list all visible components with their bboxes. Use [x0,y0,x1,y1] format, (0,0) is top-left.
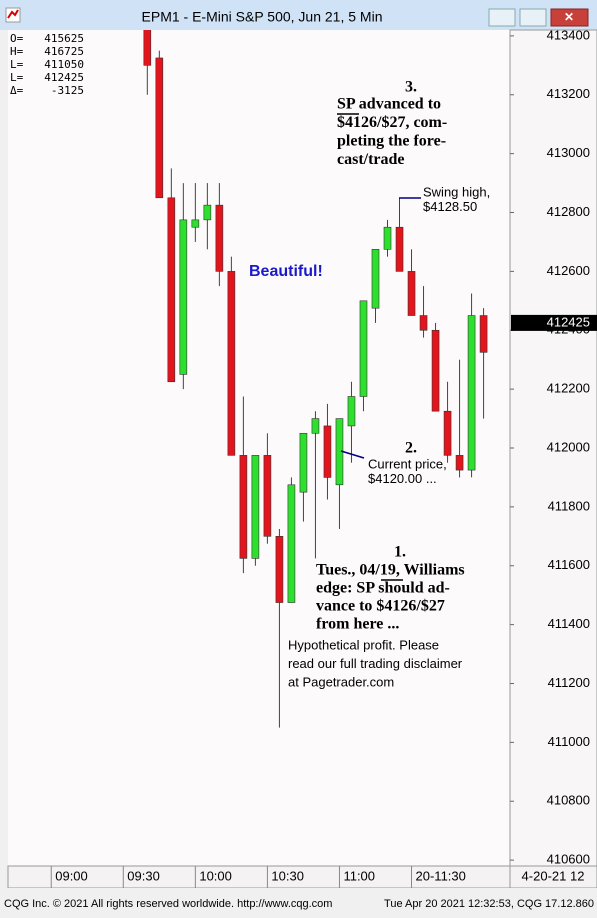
header-value: 415625 [44,32,84,45]
pointer-line [340,450,365,459]
beautiful-text: Beautiful! [249,263,323,280]
header-value: 411050 [44,58,84,71]
candle-body [239,455,248,559]
y-tick-label: 411200 [548,675,590,690]
swing-text: $4128.50 [423,199,477,214]
y-tick-label: 411000 [548,734,590,749]
header-value: -3125 [51,84,84,97]
candle-body [251,455,260,559]
candle-body [287,484,296,603]
close-button[interactable] [550,8,589,27]
maximize-button[interactable] [519,8,547,27]
status-bar [0,888,597,913]
note-text: edge: SP should ad- [316,580,450,597]
y-tick-label: 411400 [548,616,590,631]
candle-body [383,226,392,250]
header-label: Δ= [10,84,24,97]
candle-body [203,204,212,221]
candle-body [479,315,488,353]
candle-body [395,226,404,272]
note-number: 1. [394,544,406,561]
candle-body [323,425,332,478]
y-tick-label: 411600 [548,557,590,572]
x-tick-label: 10:30 [271,868,304,883]
note-number: 3. [405,79,417,96]
candle-body [215,204,224,272]
last-price-label: 412425 [547,314,590,329]
note-text: Tues., 04/19, Williams [316,562,465,579]
x-tick-label: 09:00 [55,868,88,883]
close-glyph: ✕ [564,10,574,24]
candle-body [359,300,368,397]
footer-right: Tue Apr 20 2021 12:32:53, CQG 17.12.860 [384,898,594,910]
header-label: O= [10,32,24,45]
y-tick-label: 410800 [547,793,590,808]
candle-body [443,410,452,456]
candle-body [431,329,440,412]
plot-area [8,30,510,866]
candle-body [299,432,308,493]
header-label: L= [10,58,24,71]
note-number: 2. [405,440,417,457]
y-tick-label: 412800 [547,204,590,219]
header-value: 412425 [44,71,84,84]
y-tick-label: 410600 [547,852,590,867]
disclaimer-text: Hypothetical profit. Please [288,637,439,652]
note-text: $4126/$27, com- [337,114,447,131]
note-text: vance to $4126/$27 [316,598,445,615]
disclaimer-text: read our full trading disclaimer [288,656,463,671]
date-label: 4-20-21 12 [522,868,585,883]
candles [143,30,488,728]
candle-body [407,271,416,316]
y-tick-label: 411800 [548,498,590,513]
last-price-tag [511,314,597,331]
candle-body [143,30,152,66]
y-tick-label: 412200 [547,381,590,396]
header-label: H= [10,45,24,58]
y-tick-label: 412000 [547,439,590,454]
x-tick-label: 11:00 [343,868,375,883]
candle-body [179,219,188,375]
y-tick-label: 413400 [547,27,590,42]
note-text: cast/trade [337,151,405,168]
candle-body [275,536,284,603]
candle-body [467,315,476,471]
minimize-button[interactable] [488,8,516,27]
candle-body [371,249,380,309]
candle-body [191,219,200,228]
window-title: EPM1 - E-Mini S&P 500, Jun 21, 5 Min [142,9,383,25]
x-tick-label: 20-11:30 [416,868,466,883]
y-tick-label: 413200 [547,86,590,101]
disclaimer-text: at Pagetrader.com [288,674,394,689]
candle-body [167,197,176,383]
x-tick-label: 09:30 [127,868,160,883]
candle-body [455,455,464,471]
header-value: 416725 [44,45,84,58]
y-tick-label: 412600 [547,263,590,278]
current-price-text: Current price, [368,456,447,471]
note-text: from here ... [316,616,399,633]
candle-body [419,315,428,331]
candle-body [263,455,272,537]
app-icon-glyph [7,9,19,19]
candle-body [227,271,236,456]
current-price-text: $4120.00 ... [368,471,437,486]
footer-left: CQG Inc. © 2021 All rights reserved worl… [4,898,332,910]
swing-text: Swing high, [423,184,490,199]
candle-body [311,418,320,434]
y-tick-label: 413000 [547,145,590,160]
candle-body [347,396,356,427]
x-tick-label: 10:00 [199,868,232,883]
note-text: pleting the fore- [337,133,446,150]
header-label: L= [10,71,24,84]
candle-body [155,57,164,199]
note-text: SP advanced to [337,96,441,113]
